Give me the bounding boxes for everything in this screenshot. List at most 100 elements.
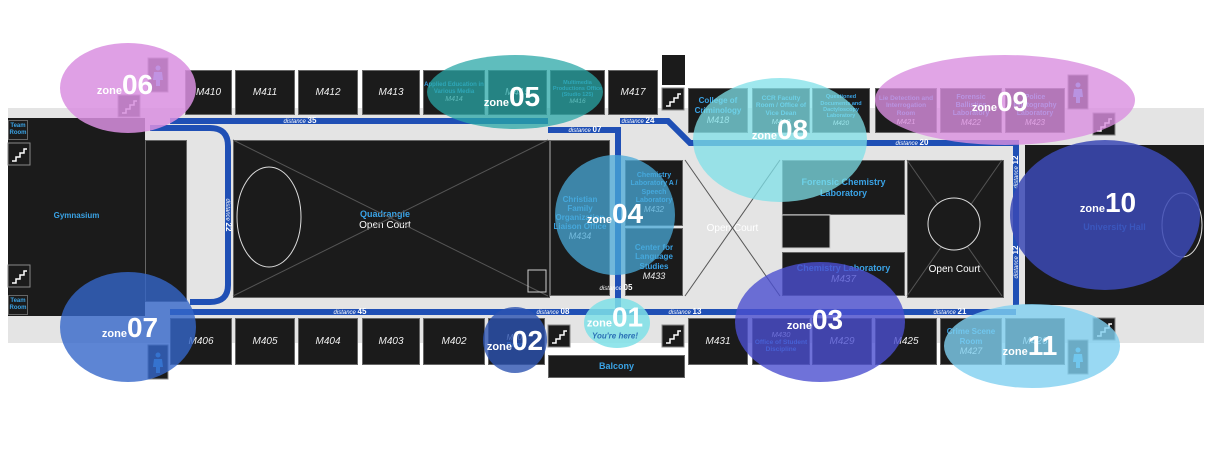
room-name: Quadrangle (359, 209, 410, 220)
distance-value: 21 (958, 307, 967, 316)
room: Quadrangle Open Court (300, 195, 470, 245)
room-code: M431 (705, 336, 731, 347)
zone-area (60, 272, 196, 382)
room-code: M410 (195, 87, 221, 98)
room-name: Balcony (598, 361, 634, 372)
zone-label: zone01 You're here! (586, 301, 644, 341)
block (145, 140, 187, 302)
room: Team Room (8, 120, 28, 140)
distance-word: distance (669, 310, 693, 316)
distance-label: distance 24 (622, 116, 655, 125)
room: M412 (298, 70, 358, 115)
stairs-steps (12, 148, 27, 162)
zone-number: 08 (776, 114, 809, 145)
zone-area (584, 298, 650, 348)
distance-label: distance 05 (600, 283, 633, 292)
room-code: M417 (620, 87, 646, 98)
room-code: M403 (378, 336, 404, 347)
zone-area (60, 43, 196, 133)
distance-label: distance 20 (896, 138, 929, 147)
distance-value: 24 (646, 116, 655, 125)
room-note: Open Court (928, 263, 981, 275)
zone-word: zone (1079, 203, 1105, 215)
room: Team Room (8, 295, 28, 315)
distance-label: distance 21 (934, 307, 967, 316)
zone-label: zone11 (1003, 332, 1058, 360)
zone-number: 07 (126, 312, 159, 343)
stairs-steps (12, 270, 27, 284)
stairs-icon (7, 142, 31, 166)
stairs-icon (661, 87, 685, 111)
distance-value: 45 (358, 307, 367, 316)
zone-number: 10 (1104, 187, 1137, 218)
zone-area (555, 155, 675, 275)
room-name: Gymnasium (53, 211, 100, 221)
distance-label: distance 13 (669, 307, 702, 316)
zone-note: You're here! (591, 331, 639, 341)
zone-word: zone (586, 317, 612, 330)
room-code: M404 (315, 336, 341, 347)
distance-label: distance 22 (224, 199, 233, 232)
zone-area (735, 262, 905, 382)
stairs-steps (666, 93, 681, 107)
room-code: M425 (893, 336, 919, 347)
room: M404 (298, 318, 358, 365)
zone-label: zone04 (587, 200, 643, 228)
distance-label: distance 45 (334, 307, 367, 316)
room-code: M412 (315, 87, 341, 98)
stairs-box (547, 324, 571, 348)
zone-area (875, 55, 1135, 145)
distance-label: distance 08 (537, 307, 570, 316)
zone-number: 01 (611, 301, 644, 333)
distance-word: distance (537, 310, 561, 316)
zone-word: zone (483, 97, 509, 109)
zone-label: zone09 (972, 88, 1028, 116)
zone-number: 06 (121, 69, 154, 100)
stairs-steps (552, 330, 567, 344)
room: M417 (608, 70, 658, 115)
distance-word: distance (1014, 164, 1020, 188)
distance-word: distance (1014, 254, 1020, 278)
distance-value: 13 (693, 307, 702, 316)
distance-value: 08 (561, 307, 570, 316)
stairs-icon (661, 324, 685, 348)
zone-area (483, 307, 547, 373)
zone-word: zone (971, 102, 997, 114)
route (150, 125, 231, 305)
zone-word: zone (96, 85, 122, 97)
zone-label: zone03 (787, 306, 843, 334)
zone-word: zone (486, 341, 512, 353)
stairs-steps (666, 330, 681, 344)
distance-value: 35 (308, 116, 317, 125)
zone-number: 05 (508, 81, 541, 112)
zone-label: zone06 (97, 71, 153, 99)
stairs-box (7, 264, 31, 288)
stairs-box (661, 87, 685, 111)
zone-label: zone07 (102, 314, 158, 342)
room-code: M411 (252, 87, 278, 98)
room-code: M413 (378, 87, 404, 98)
distance-word: distance (284, 119, 308, 125)
distance-word: distance (934, 310, 958, 316)
zone-number: 02 (511, 325, 544, 356)
distance-word: distance (334, 310, 358, 316)
zone-label: zone02 (487, 327, 543, 355)
room: M411 (235, 70, 295, 115)
distance-label: distance 12 (1011, 155, 1020, 188)
distance-value: 20 (920, 138, 929, 147)
room-code: M402 (441, 336, 467, 347)
zone-area (944, 304, 1120, 388)
zone-number: 09 (996, 86, 1029, 117)
pavillion-outline (927, 197, 981, 251)
room-code: M433 (642, 270, 666, 281)
distance-label: distance 35 (284, 116, 317, 125)
zone-word: zone (786, 320, 812, 332)
distance-label: distance 12 (1011, 245, 1020, 278)
block (662, 55, 685, 85)
zone-word: zone (586, 214, 612, 226)
zone-number: 11 (1027, 330, 1058, 361)
distance-word: distance (622, 119, 646, 125)
